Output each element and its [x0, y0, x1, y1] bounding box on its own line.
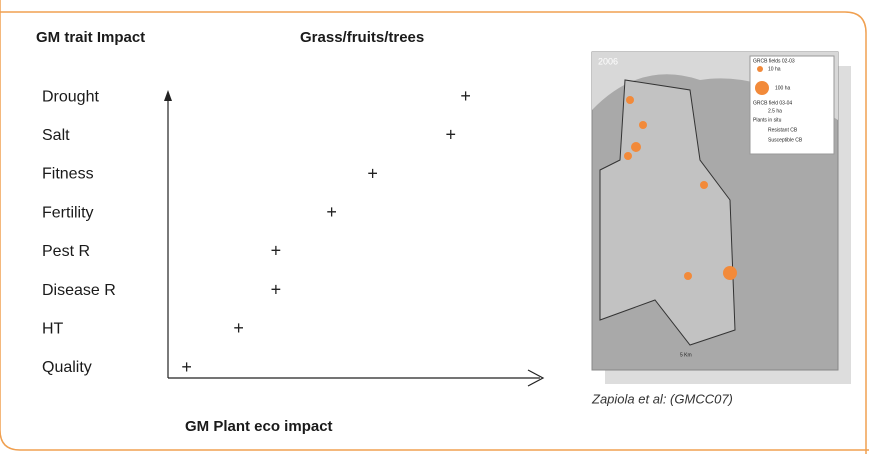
point: + [271, 279, 282, 299]
point: + [181, 357, 192, 377]
arrow-head [164, 90, 172, 101]
point: + [233, 318, 244, 338]
point: + [460, 86, 471, 106]
map-dot [755, 81, 769, 95]
y-axis-label: GM trait Impact [36, 29, 145, 46]
point: + [271, 241, 282, 261]
map-dot [639, 121, 647, 129]
map: 2006 GRCB fields 02-03 10 ha 100 ha GRCB… [591, 51, 851, 384]
map-dot [626, 96, 634, 104]
frame [0, 11, 867, 454]
map-scale: 5 Km [680, 352, 692, 358]
y-tick-label: Pest R [42, 243, 90, 260]
point: + [445, 125, 456, 145]
map-dot [757, 66, 763, 72]
map-year: 2006 [598, 56, 618, 66]
map-legend-text: Plants in situ [753, 117, 782, 123]
map-legend-text: Resistant CB [768, 127, 798, 133]
point: + [326, 202, 337, 222]
map-legend-text: Susceptible CB [768, 137, 803, 143]
chart-title: Grass/fruits/trees [300, 29, 424, 46]
y-tick-label: Drought [42, 88, 99, 105]
map-legend-text: 100 ha [775, 85, 791, 91]
map-dot [723, 266, 737, 280]
y-tick-label: Disease R [42, 282, 116, 299]
map-legend-text: GRCB field 03-04 [753, 100, 792, 106]
y-tick-label: Fitness [42, 166, 94, 183]
map-legend-text: GRCB fields 02-03 [753, 58, 795, 64]
y-tick-label: Salt [42, 127, 70, 144]
arrow-head [527, 369, 545, 387]
map-legend [749, 55, 835, 155]
map-dot [624, 152, 632, 160]
map-dot [700, 181, 708, 189]
map-dot [684, 272, 692, 280]
point: + [367, 163, 378, 183]
x-axis-label: GM Plant eco impact [185, 418, 333, 435]
caption: Zapiola et al: (GMCC07) [591, 391, 733, 406]
y-tick-label: Quality [42, 359, 92, 376]
map-dot [631, 142, 641, 152]
y-tick-label: HT [42, 321, 64, 338]
map-legend-text: 2.5 ha [768, 108, 782, 114]
map-legend-text: 10 ha [768, 66, 781, 72]
y-tick-label: Fertility [42, 204, 94, 221]
